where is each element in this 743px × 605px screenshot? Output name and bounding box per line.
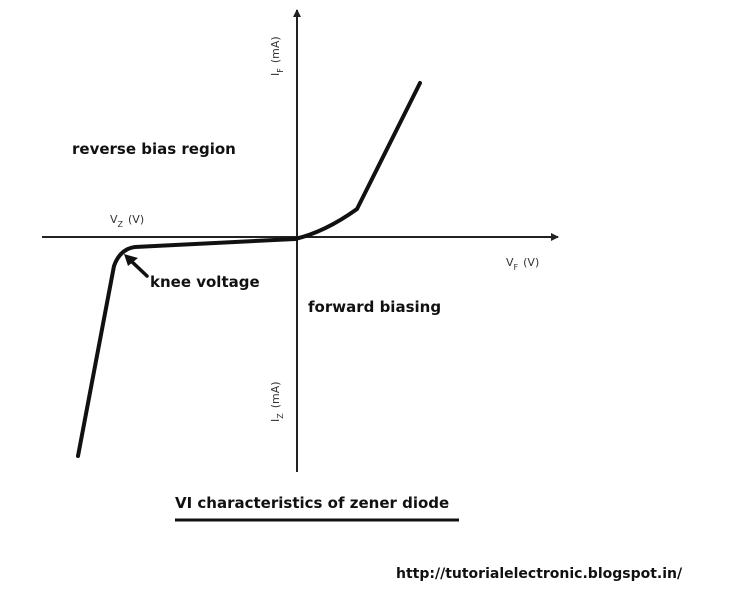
vf-axis-label: VF (V) bbox=[506, 256, 539, 272]
source-url: http://tutorialelectronic.blogspot.in/ bbox=[396, 566, 683, 582]
vz-axis-label: VZ (V) bbox=[110, 213, 144, 229]
knee-pointer-arrowhead bbox=[124, 254, 138, 266]
if-axis-label: IF(mA) bbox=[269, 36, 285, 76]
knee-voltage-label: knee voltage bbox=[150, 273, 260, 291]
iz-axis-label: IZ(mA) bbox=[269, 381, 285, 422]
vi-curve bbox=[76, 81, 422, 458]
forward-biasing-label: forward biasing bbox=[308, 298, 441, 316]
reverse-bias-region-label: reverse bias region bbox=[72, 140, 236, 158]
diagram-caption: VI characteristics of zener diode bbox=[175, 494, 449, 512]
